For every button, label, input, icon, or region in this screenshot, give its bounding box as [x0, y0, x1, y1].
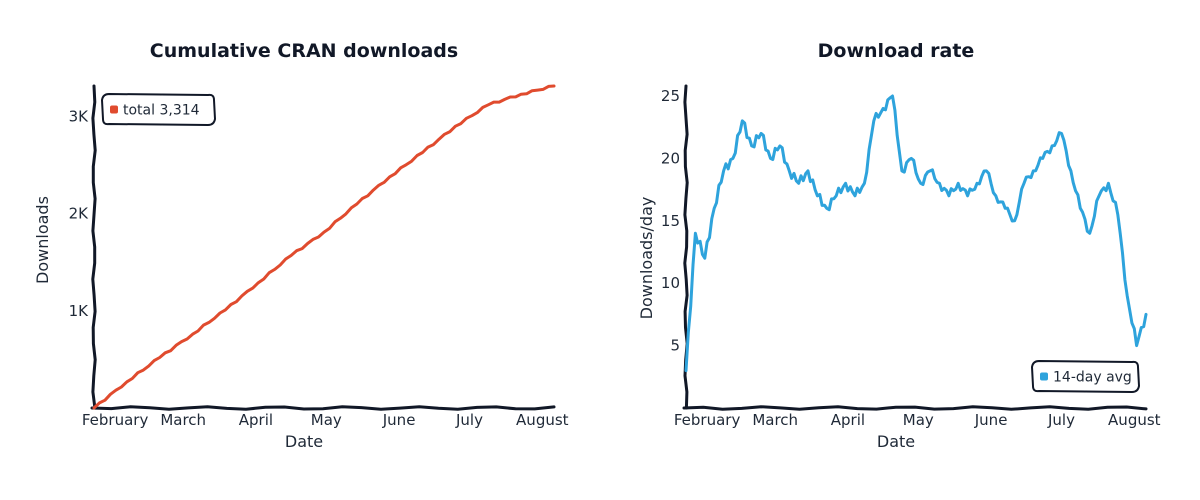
- right-legend-box: [1030, 359, 1141, 394]
- left-x-axis-label: Date: [285, 432, 323, 451]
- right-y-tick-label: 5: [670, 337, 680, 355]
- left-legend-box: [100, 92, 217, 127]
- right-x-axis: [682, 405, 1148, 411]
- left-legend-swatch: [110, 105, 118, 114]
- left-x-tick-label: March: [160, 411, 206, 429]
- right-x-tick-label: April: [831, 411, 865, 429]
- right-y-axis-label: Downloads/day: [637, 197, 656, 320]
- right-x-tick-label: July: [1047, 411, 1075, 429]
- left-x-tick-label: May: [311, 411, 342, 429]
- right-x-tick-label: August: [1108, 411, 1161, 429]
- right-y-tick-label: 20: [661, 149, 680, 167]
- left-y-tick-label: 2K: [69, 205, 90, 223]
- right-x-axis-label: Date: [877, 432, 915, 451]
- right-y-tick-label: 10: [661, 274, 680, 292]
- right-series-line: [684, 94, 1148, 373]
- right-chart-title: Download rate: [818, 40, 975, 62]
- right-legend-swatch: [1040, 372, 1048, 381]
- right-y-tick-label: 15: [661, 212, 680, 230]
- left-y-axis: [91, 84, 97, 410]
- left-x-tick-label: April: [239, 411, 273, 429]
- left-chart-title: Cumulative CRAN downloads: [150, 40, 458, 62]
- left-x-tick-label: February: [82, 411, 149, 429]
- left-x-tick-label: August: [516, 411, 569, 429]
- left-legend-label: total 3,314: [123, 103, 200, 119]
- left-x-axis: [90, 405, 556, 411]
- right-y-tick-label: 25: [661, 87, 680, 105]
- left-series-line: [92, 84, 556, 410]
- right-x-tick-label: May: [903, 411, 934, 429]
- left-y-tick-label: 3K: [69, 108, 90, 126]
- right-x-tick-label: June: [974, 411, 1008, 429]
- right-x-tick-label: March: [752, 411, 798, 429]
- chart-marks: February March April May June July August 1K 2K 3…: [69, 84, 1161, 429]
- left-x-tick-label: July: [455, 411, 483, 429]
- left-x-tick-label: June: [382, 411, 416, 429]
- left-y-axis-label: Downloads: [33, 196, 52, 284]
- right-x-tick-label: February: [674, 411, 741, 429]
- left-y-tick-label: 1K: [69, 302, 90, 320]
- right-legend-label: 14-day avg: [1053, 370, 1132, 386]
